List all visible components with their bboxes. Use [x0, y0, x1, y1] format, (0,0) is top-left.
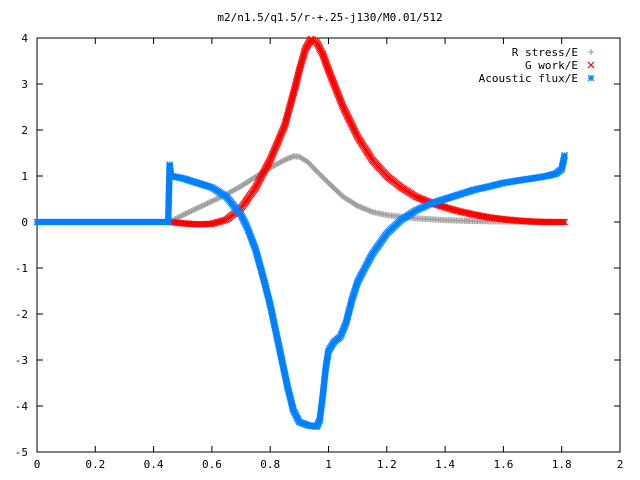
data-point [321, 56, 329, 64]
data-point [453, 207, 460, 214]
data-point [332, 84, 339, 92]
data-point [319, 52, 327, 59]
data-point [319, 50, 327, 58]
data-point [412, 193, 420, 201]
series-star [33, 151, 569, 431]
data-point [437, 202, 445, 210]
y-tick-label: -4 [15, 400, 29, 413]
data-point [337, 99, 345, 107]
x-tick-label: 2 [617, 458, 624, 471]
data-point [334, 90, 342, 98]
data-point [561, 218, 569, 226]
data-point [337, 97, 345, 105]
legend-label: G work/E [525, 59, 578, 72]
data-point [327, 74, 335, 81]
data-point [587, 74, 595, 82]
y-tick-label: 2 [21, 124, 28, 137]
legend-label: Acoustic flux/E [479, 72, 578, 85]
data-point [454, 207, 462, 215]
data-point [329, 77, 337, 84]
data-point [440, 203, 448, 211]
data-point [559, 218, 567, 226]
data-point [329, 78, 337, 86]
data-point [326, 71, 334, 79]
data-point [419, 196, 427, 204]
data-point [449, 206, 457, 214]
data-point [443, 204, 451, 212]
y-tick-label: 4 [21, 32, 28, 45]
data-point [332, 85, 340, 93]
data-point [334, 91, 342, 99]
data-point [324, 65, 332, 73]
y-tick-label: 1 [21, 170, 28, 183]
data-point [328, 75, 336, 83]
data-point [587, 61, 595, 69]
x-tick-label: 0.6 [202, 458, 222, 471]
y-tick-label: -1 [15, 262, 28, 275]
data-point [330, 80, 338, 87]
chart-title: m2/n1.5/q1.5/r-+.25-j130/M0.01/512 [217, 11, 442, 24]
data-point [415, 194, 423, 202]
data-point [321, 57, 329, 65]
x-tick-label: 0.4 [144, 458, 164, 471]
data-point [333, 87, 341, 95]
x-axis: 0 0.2 0.4 0.6 0.8 1 1.2 1.4 1.6 1.8 2 [34, 38, 624, 471]
data-point [320, 53, 328, 61]
data-point [418, 195, 426, 203]
data-point [416, 195, 424, 202]
data-point [331, 82, 339, 90]
x-tick-label: 0.2 [85, 458, 105, 471]
data-point [322, 60, 330, 68]
data-point [444, 204, 452, 212]
data-point [413, 193, 421, 201]
data-point [325, 66, 332, 74]
y-tick-label: 3 [21, 78, 28, 91]
data-point [446, 205, 454, 213]
plot-frame [36, 37, 621, 453]
data-point [338, 100, 346, 108]
y-tick-label: 0 [21, 216, 28, 229]
data-point [441, 203, 449, 211]
x-tick-label: 1 [325, 458, 332, 471]
x-tick-label: 1.6 [493, 458, 513, 471]
data-point [335, 93, 343, 101]
data-point [421, 196, 429, 204]
data-point [333, 88, 341, 96]
legend-label: R stress/E [512, 46, 578, 59]
data-point [325, 68, 333, 76]
x-tick-label: 0 [34, 458, 41, 471]
data-point [320, 55, 328, 62]
data-point [326, 69, 334, 77]
data-point [323, 62, 331, 70]
data-point [339, 102, 346, 109]
y-tick-label: -2 [15, 308, 28, 321]
data-point [322, 59, 330, 67]
data-point [561, 151, 569, 159]
data-point [448, 205, 456, 213]
data-point [336, 96, 344, 104]
x-tick-label: 1.8 [552, 458, 572, 471]
y-axis: -5 -4 -3 -2 -1 0 1 2 3 4 [15, 32, 620, 459]
x-tick-label: 1.2 [377, 458, 397, 471]
y-tick-label: -5 [15, 446, 28, 459]
y-tick-label: -3 [15, 354, 28, 367]
data-point [451, 206, 459, 214]
series-layer [33, 35, 569, 431]
data-point [327, 72, 335, 80]
x-tick-label: 1.4 [435, 458, 455, 471]
data-point [324, 63, 331, 71]
data-point [330, 81, 338, 89]
x-tick-label: 0.8 [260, 458, 280, 471]
data-point [336, 94, 344, 102]
